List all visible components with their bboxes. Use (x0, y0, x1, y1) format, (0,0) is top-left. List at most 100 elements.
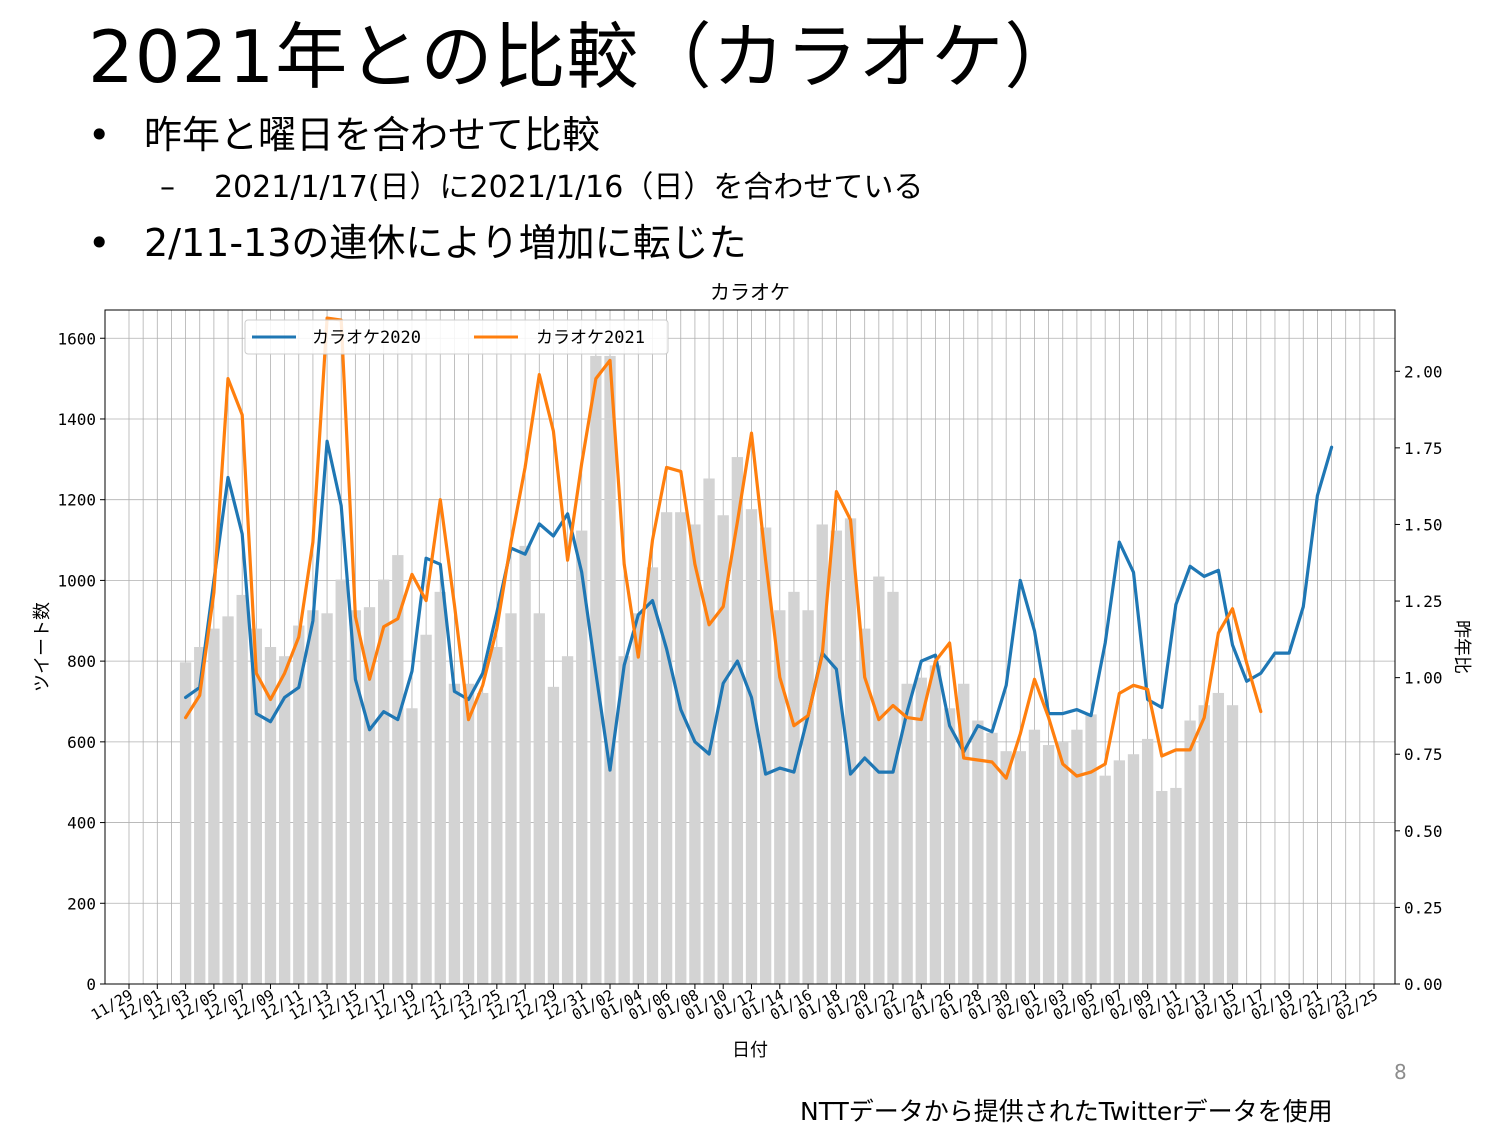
ratio-bar (1085, 714, 1097, 984)
ratio-bar (519, 545, 531, 984)
ratio-bar (1042, 745, 1055, 984)
ratio-bar (1226, 705, 1239, 984)
ratio-bar (844, 518, 857, 984)
ratio-bar (1170, 787, 1182, 984)
ratio-bar (915, 677, 927, 984)
ratio-bar (632, 613, 644, 984)
y2-tick-label: 0.75 (1404, 745, 1443, 764)
ratio-bar (1014, 751, 1026, 984)
ratio-bar (293, 625, 305, 984)
ratio-bar (759, 527, 772, 984)
ratio-bar (505, 613, 517, 984)
y2-tick-label: 2.00 (1404, 362, 1443, 381)
bullet-marker: • (88, 221, 111, 265)
ratio-bar (1156, 790, 1168, 984)
bullet-marker: – (160, 170, 175, 205)
ratio-bar (278, 656, 291, 984)
line-layer (184, 316, 1334, 780)
ratio-bar (335, 579, 347, 984)
ratio-bar (349, 610, 362, 984)
ratio-bar (392, 555, 404, 984)
ratio-bar (1071, 729, 1083, 984)
y2-tick-label: 0.25 (1404, 898, 1443, 917)
y-tick-label: 600 (67, 733, 96, 752)
ratio-bar (406, 708, 418, 984)
ratio-bar (604, 355, 616, 984)
y-tick-label: 0 (86, 975, 96, 994)
series-2020-line (184, 439, 1334, 776)
ratio-bar (1057, 741, 1069, 984)
page-number: 8 (1394, 1060, 1407, 1084)
ratio-bar (264, 647, 277, 984)
ratio-bar (816, 524, 828, 984)
series-2021-line (184, 316, 1263, 780)
y2-tick-label: 1.25 (1404, 592, 1443, 611)
y-axis-label: ツイート数 (32, 602, 53, 692)
bullet-1: • 昨年と曜日を合わせて比較 (88, 110, 600, 160)
ratio-bar (321, 613, 333, 984)
ratio-bar (462, 683, 475, 984)
data-source-note: NTTデータから提供されたTwitterデータを使用 (800, 1097, 1333, 1126)
ratio-bar (1212, 692, 1225, 984)
ratio-bar (491, 647, 503, 984)
ratio-bar (378, 579, 390, 984)
ratio-bar (420, 634, 432, 984)
y2-tick-label: 1.50 (1404, 515, 1443, 534)
y2-tick-label: 1.00 (1404, 669, 1443, 688)
ratio-bar (1127, 754, 1140, 984)
y-tick-label: 1400 (57, 410, 96, 429)
ratio-bar (830, 530, 843, 984)
y2-tick-label: 1.75 (1404, 439, 1443, 458)
y-tick-label: 400 (67, 814, 96, 833)
ratio-bar (1184, 720, 1196, 984)
chart-title: カラオケ (710, 280, 790, 304)
ratio-bar (703, 478, 715, 984)
ratio-bar (731, 457, 744, 984)
ratio-bar (1198, 705, 1210, 984)
ratio-bar (873, 576, 885, 984)
ratio-bar (448, 683, 461, 984)
ratio-bar (986, 732, 998, 984)
ratio-bar (1000, 751, 1012, 984)
ratio-bar (236, 594, 248, 984)
bullet-marker: • (88, 113, 111, 157)
x-axis-label: 日付 (732, 1040, 768, 1061)
ratio-bar (660, 512, 673, 984)
ratio-bar (943, 708, 956, 984)
ratio-bar (1028, 729, 1041, 984)
ratio-bar (1099, 775, 1111, 984)
legend: カラオケ2020 カラオケ2021 (244, 319, 669, 355)
legend-label-2020: カラオケ2020 (312, 328, 421, 348)
y-tick-label: 1600 (57, 329, 96, 348)
bullet-2-text: 2021/1/17(日）に2021/1/16（日）を合わせている (214, 170, 924, 205)
y-tick-label: 200 (67, 894, 96, 913)
ratio-bar (618, 656, 630, 984)
ratio-bar (363, 607, 376, 984)
bullet-2: – 2021/1/17(日）に2021/1/16（日）を合わせている (160, 168, 923, 208)
y2-tick-label: 0.00 (1404, 975, 1443, 994)
ratio-bar (547, 686, 560, 984)
ratio-bar (179, 662, 192, 984)
bar-layer (179, 355, 1239, 984)
ratio-bar (250, 628, 262, 984)
ratio-bar (717, 515, 729, 984)
ratio-bar (307, 610, 319, 984)
ratio-bar (901, 683, 913, 984)
ratio-bar (958, 683, 970, 984)
ratio-bar (859, 628, 871, 984)
ratio-bar (1113, 760, 1125, 984)
ratio-bar (434, 591, 446, 984)
bullet-3-text: 2/11-13の連休により増加に転じた (144, 221, 747, 265)
ratio-bar (1141, 738, 1154, 984)
ratio-bar (972, 720, 984, 984)
bullet-3: • 2/11-13の連休により増加に転じた (88, 218, 747, 268)
ratio-bar (561, 656, 574, 984)
y2-tick-label: 0.50 (1404, 822, 1443, 841)
ratio-bar (689, 524, 701, 984)
ratio-bar (477, 692, 489, 984)
ratio-bar (194, 647, 206, 984)
ratio-bar (788, 591, 800, 984)
bullet-1-text: 昨年と曜日を合わせて比較 (144, 113, 601, 157)
ratio-bar (774, 610, 786, 984)
legend-label-2021: カラオケ2021 (536, 328, 645, 348)
